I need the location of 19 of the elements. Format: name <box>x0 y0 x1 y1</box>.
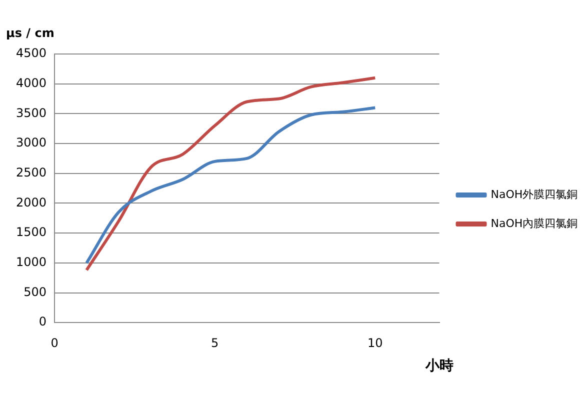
line-series <box>85 76 377 272</box>
y-tick-label: 4000 <box>16 76 47 90</box>
y-axis-title: μs / cm <box>6 26 54 40</box>
y-tick-label: 3500 <box>16 106 47 120</box>
x-tick-label: 0 <box>50 336 58 350</box>
y-tick-label: 0 <box>38 314 47 329</box>
x-tick-label: 5 <box>211 336 219 350</box>
y-tick-label: 2500 <box>16 166 47 180</box>
y-tick-label: 3000 <box>16 136 47 150</box>
legend-label: NaOH內膜四氯銅 <box>490 216 578 230</box>
x-tick-label: 10 <box>367 336 383 350</box>
legend-label: NaOH外膜四氯銅 <box>490 188 578 201</box>
line-series <box>85 106 377 264</box>
y-tick-label: 1500 <box>16 225 47 240</box>
x-axis-title: 小時 <box>424 358 454 374</box>
y-tick-label: 500 <box>24 284 47 299</box>
y-tick-label: 2000 <box>16 195 47 210</box>
y-tick-label: 4500 <box>16 46 47 60</box>
y-tick-label: 1000 <box>16 255 47 270</box>
